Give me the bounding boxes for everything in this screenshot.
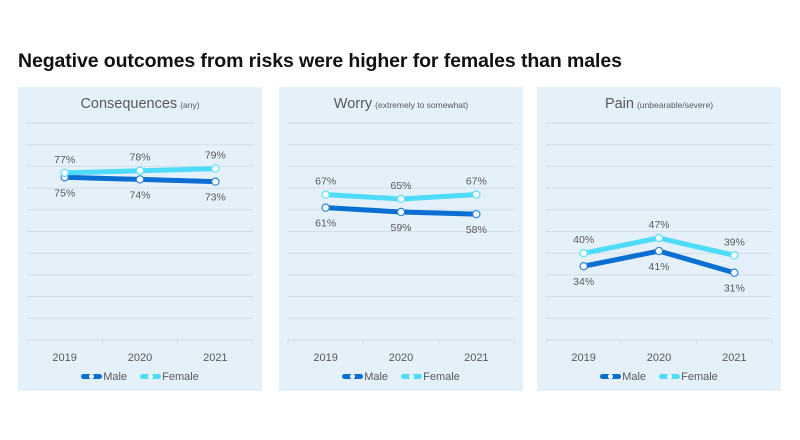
legend-label-male: Male (103, 370, 128, 383)
legend-swatch-male (81, 374, 103, 379)
chart-svg: 2019 2020 2021 34% 41% 31% 40% 47% 39% (545, 122, 773, 364)
x-tick-label: 2019 (52, 352, 76, 364)
data-label-male: 31% (724, 283, 745, 295)
panel-title: Consequences (any) (18, 95, 262, 113)
legend: Male Female (537, 370, 781, 383)
data-label-male: 34% (573, 276, 594, 288)
x-tick-label: 2019 (313, 352, 337, 364)
data-label-male: 41% (648, 261, 669, 273)
legend-item-male: Male (342, 371, 388, 383)
legend-item-male: Male (600, 371, 646, 383)
data-point-female (321, 190, 330, 199)
data-label-male: 59% (390, 222, 411, 234)
data-label-female: 47% (648, 219, 669, 231)
legend-label-male: Male (364, 370, 389, 383)
data-label-male: 73% (205, 192, 226, 204)
x-tick-label: 2021 (722, 352, 746, 364)
data-label-male: 74% (129, 189, 150, 201)
panel-title: Pain (unbearable/severe) (537, 95, 781, 113)
data-point-male (579, 262, 588, 271)
main-title: Negative outcomes from risks were higher… (18, 50, 622, 72)
legend-item-female: Female (659, 371, 718, 383)
data-point-male (321, 203, 330, 212)
panel-title-main: Consequences (80, 96, 178, 112)
data-point-male (654, 246, 664, 256)
panel-title-subtitle: (extremely to somewhat) (375, 100, 469, 110)
data-label-female: 67% (466, 176, 487, 188)
panel-title-main: Pain (604, 96, 634, 112)
legend-item-female: Female (401, 371, 460, 383)
x-tick-label: 2019 (571, 352, 595, 364)
data-point-female (579, 248, 588, 258)
data-point-female (472, 190, 481, 199)
legend-swatch-female (401, 374, 423, 379)
data-point-male (472, 209, 481, 219)
data-label-male: 61% (315, 218, 336, 230)
panel-title: Worry (extremely to somewhat) (279, 95, 523, 113)
data-label-female: 67% (315, 176, 336, 188)
panel-title-subtitle: (any) (180, 100, 200, 110)
data-point-male (730, 268, 739, 277)
legend-label-male: Male (622, 370, 647, 383)
legend-swatch-male (342, 374, 364, 379)
data-label-female: 65% (390, 180, 411, 192)
x-tick-label: 2020 (389, 352, 413, 364)
chart-panel-worry: Worry (extremely to somewhat) 2019 2020 202… (279, 87, 523, 391)
legend-item-male: Male (81, 371, 127, 383)
chart-panel-consequences: Consequences (any) 2019 2020 2021 75% 74% 73% 7… (18, 87, 262, 391)
data-label-male: 58% (466, 224, 487, 236)
data-label-female: 77% (54, 154, 75, 166)
panel-title-subtitle: (unbearable/severe) (636, 100, 714, 110)
legend-label-female: Female (162, 370, 199, 383)
legend-item-female: Female (140, 371, 199, 383)
legend-label-female: Female (681, 370, 718, 383)
x-tick-label: 2021 (203, 352, 227, 364)
data-point-female (211, 164, 220, 173)
legend-label-female: Female (423, 370, 460, 383)
chart-svg: 2019 2020 2021 75% 74% 73% 77% 78% 79% (26, 122, 254, 364)
x-tick-label: 2020 (128, 352, 152, 364)
data-point-female (135, 166, 145, 175)
data-point-female (60, 168, 69, 178)
data-point-female (654, 233, 664, 243)
data-point-male (211, 177, 220, 186)
data-label-male: 75% (54, 187, 75, 199)
panel-title-main: Worry (333, 96, 373, 112)
data-label-female: 39% (724, 236, 745, 248)
data-point-female (730, 251, 739, 260)
data-point-male (396, 207, 406, 217)
legend: Male Female (279, 370, 523, 383)
legend: Male Female (18, 370, 262, 383)
chart-panel-pain: Pain (unbearable/severe) 2019 2020 2021 34% 4… (537, 87, 781, 391)
data-point-female (396, 194, 406, 204)
data-label-female: 78% (129, 152, 150, 164)
legend-swatch-female (140, 374, 162, 379)
legend-swatch-female (659, 374, 681, 379)
data-point-male (135, 175, 145, 184)
legend-swatch-male (600, 374, 622, 379)
data-label-female: 79% (205, 150, 226, 162)
chart-svg: 2019 2020 2021 61% 59% 58% 67% 65% 67% (287, 122, 515, 364)
x-tick-label: 2021 (464, 352, 488, 364)
x-tick-label: 2020 (647, 352, 671, 364)
data-label-female: 40% (573, 234, 594, 246)
